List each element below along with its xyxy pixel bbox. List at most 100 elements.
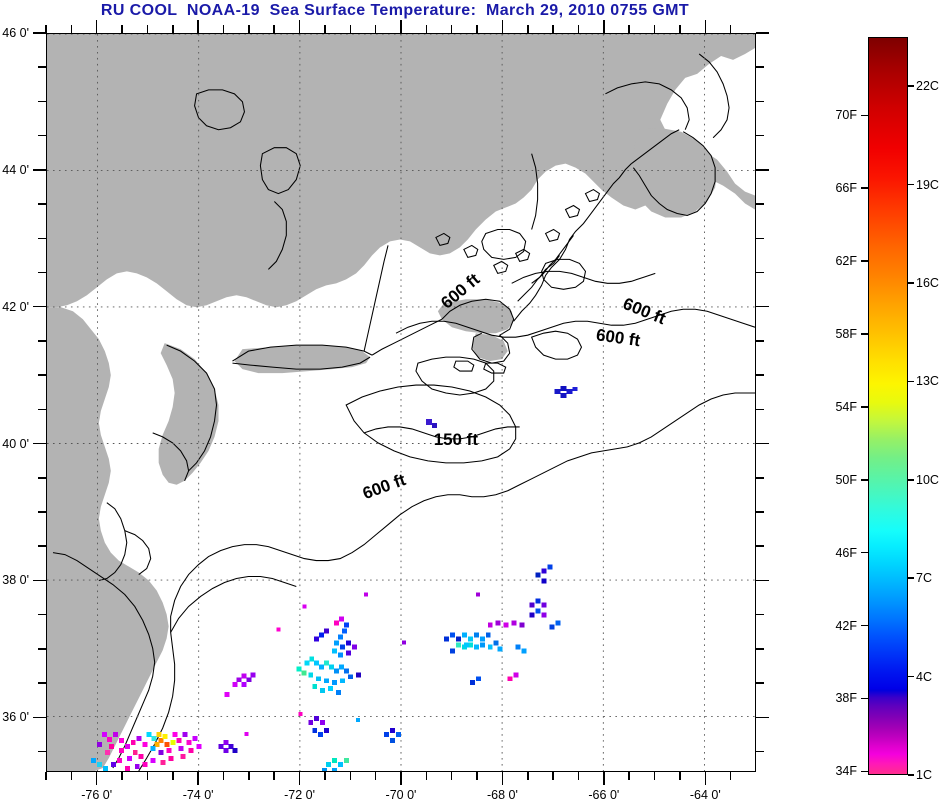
top-axis-tick xyxy=(273,25,275,33)
temperature-colorbar xyxy=(868,37,908,775)
y-axis-label: 46 0' xyxy=(2,26,29,40)
sst-pixel-layer xyxy=(90,386,578,771)
y-axis-tick xyxy=(33,305,46,308)
top-axis-tick xyxy=(172,25,174,33)
y-axis-tick xyxy=(38,682,46,684)
colorbar-label-celsius: 16C xyxy=(916,276,939,290)
colorbar-tick-c xyxy=(908,380,914,383)
top-axis-tick xyxy=(146,25,149,33)
x-axis-label: -74 0' xyxy=(182,788,214,802)
x-axis-tick xyxy=(501,772,504,785)
colorbar-tick-f xyxy=(861,260,868,262)
x-axis-tick xyxy=(324,772,326,780)
right-axis-tick xyxy=(756,271,764,274)
colorbar-label-fahrenheit: 62F xyxy=(835,254,857,269)
colorbar-tick-f xyxy=(861,697,868,700)
x-axis-tick xyxy=(653,772,656,780)
colorbar-tick-f xyxy=(861,770,868,773)
colorbar-tick-c xyxy=(908,577,914,579)
right-axis-tick xyxy=(756,408,764,411)
top-axis-tick xyxy=(476,25,478,33)
contour-label-600ft-3: 600 ft xyxy=(595,325,642,350)
right-axis-tick xyxy=(756,477,764,479)
colorbar-label-fahrenheit: 54F xyxy=(835,399,857,414)
sst-patch-nantucket xyxy=(425,418,437,428)
colorbar-tick-c xyxy=(908,183,914,186)
right-axis-tick xyxy=(756,716,769,718)
colorbar-tick-f xyxy=(861,551,868,554)
sst-cluster-e xyxy=(463,564,561,654)
x-axis-tick xyxy=(45,772,47,780)
right-axis-tick xyxy=(756,579,769,582)
x-axis-tick xyxy=(298,772,301,785)
top-axis-tick xyxy=(628,25,630,33)
right-axis-tick xyxy=(756,237,764,240)
right-axis-tick xyxy=(756,100,764,103)
colorbar-label-celsius: 22C xyxy=(916,79,939,94)
colorbar-tick-c xyxy=(908,85,914,87)
colorbar-tick-c xyxy=(908,675,914,678)
colorbar-label-fahrenheit: 58F xyxy=(835,327,857,342)
x-axis-tick xyxy=(679,772,681,780)
x-axis-label: -72 0' xyxy=(284,788,316,802)
top-axis-tick xyxy=(501,20,504,33)
right-axis-tick xyxy=(756,545,764,547)
right-axis-tick xyxy=(756,648,764,650)
x-axis-tick xyxy=(222,772,225,780)
y-axis-tick xyxy=(33,716,46,718)
x-axis-tick xyxy=(729,772,732,780)
colorbar-tick-f xyxy=(861,624,868,627)
top-axis-tick xyxy=(653,25,656,33)
right-axis-tick xyxy=(756,169,769,171)
land-layer xyxy=(47,34,755,771)
x-axis-tick xyxy=(400,772,402,785)
top-axis-tick xyxy=(704,20,707,33)
colorbar-label-celsius: 19C xyxy=(916,177,939,192)
top-axis-tick xyxy=(527,25,529,33)
sst-cluster-a xyxy=(218,740,238,754)
sst-cluster-b xyxy=(224,672,256,698)
y-axis-tick xyxy=(38,545,46,547)
x-axis-tick xyxy=(121,772,123,780)
y-axis-tick xyxy=(38,237,46,240)
right-axis-tick xyxy=(756,305,769,308)
top-axis-tick xyxy=(729,25,732,33)
colorbar-tick-f xyxy=(861,406,868,408)
sst-map-svg: 600 ft 600 ft 600 ft 600 ft 150 ft xyxy=(47,34,755,771)
y-axis-tick xyxy=(38,613,46,616)
x-axis-tick xyxy=(172,772,174,780)
x-axis-tick xyxy=(476,772,478,780)
colorbar-tick-c xyxy=(908,282,914,284)
top-axis-tick xyxy=(222,25,225,33)
top-axis-tick xyxy=(70,25,73,33)
right-axis-tick xyxy=(756,442,769,445)
colorbar-tick-c xyxy=(908,774,914,776)
colorbar-label-fahrenheit: 38F xyxy=(835,691,857,706)
x-axis-tick xyxy=(603,772,605,785)
x-axis-tick xyxy=(197,772,199,785)
x-axis-tick xyxy=(248,772,250,780)
y-axis-label: 36 0' xyxy=(2,710,29,725)
top-axis-tick xyxy=(679,25,681,33)
sst-patch-georges xyxy=(554,386,578,399)
top-axis-tick xyxy=(95,20,98,33)
y-axis-tick xyxy=(38,66,46,68)
colorbar-label-celsius: 13C xyxy=(916,374,939,389)
x-axis-label: -70 0' xyxy=(385,788,417,802)
coastline-layer xyxy=(52,53,730,769)
x-axis-tick xyxy=(374,772,377,780)
right-axis-tick xyxy=(756,511,764,513)
top-axis-tick xyxy=(298,20,301,33)
contour-label-150ft: 150 ft xyxy=(434,430,479,449)
top-axis-tick xyxy=(349,25,352,33)
sst-cluster-d xyxy=(384,632,519,744)
top-axis-tick xyxy=(248,25,250,33)
y-axis-tick xyxy=(38,408,46,411)
y-axis-tick xyxy=(38,477,46,479)
x-axis-tick xyxy=(450,772,453,780)
top-axis-tick xyxy=(197,20,199,33)
colorbar-label-fahrenheit: 42F xyxy=(835,618,857,633)
right-axis-tick xyxy=(756,32,769,34)
top-axis-tick xyxy=(374,25,377,33)
colorbar-label-celsius: 1C xyxy=(916,768,932,782)
